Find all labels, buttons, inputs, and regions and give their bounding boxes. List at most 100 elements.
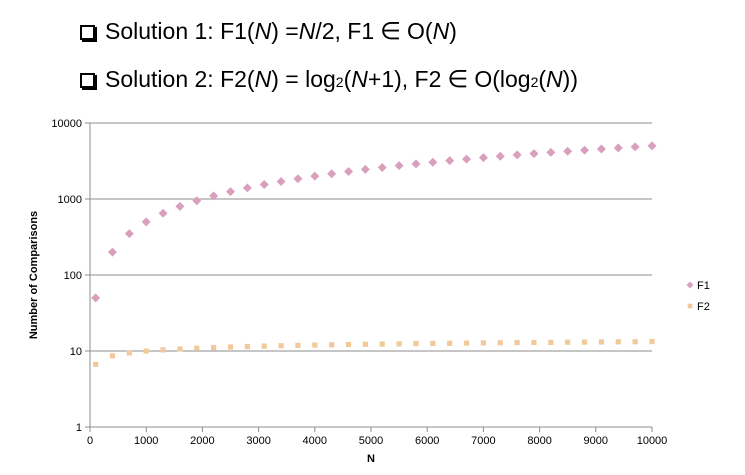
y-tick-label: 10000	[51, 118, 82, 130]
f1-data-point	[428, 157, 438, 167]
f2-data-point	[413, 341, 419, 347]
f2-data-point	[194, 345, 200, 351]
solution-2-line: Solution 2: F2(N) = log 2(N +1), F2 ∈ O(lo…	[80, 65, 578, 93]
f2-data-point	[548, 339, 554, 345]
f1-data-point	[546, 147, 556, 157]
f1-data-point	[462, 154, 472, 164]
f1-data-point	[580, 145, 590, 155]
y-axis-title: Number of Comparisons	[28, 211, 40, 339]
f2-data-point	[227, 344, 234, 350]
f1-data-point	[596, 144, 606, 154]
f1-data-point	[141, 217, 151, 227]
element-of-icon: ∈	[447, 65, 469, 93]
x-tick-label: 10000	[637, 435, 668, 447]
f2-data-point	[160, 347, 166, 353]
f2-data-point	[565, 339, 571, 345]
f1-data-point	[512, 150, 522, 160]
f1-data-point	[563, 146, 573, 156]
f2-data-point	[126, 350, 132, 356]
solution-1-prefix: Solution 1: F1(	[105, 18, 255, 44]
y-tick-label: 1000	[58, 194, 82, 206]
f1-data-point	[91, 293, 101, 303]
x-tick-label: 4000	[303, 435, 327, 447]
checkbox-bullet-icon	[80, 25, 95, 40]
solution-2-var: N	[351, 66, 368, 92]
f2-data-point	[177, 346, 183, 352]
solution-2-prefix: Solution 2: F2(	[105, 66, 255, 92]
x-tick-label: 5000	[359, 435, 383, 447]
f2-data-point	[295, 342, 301, 348]
f1-data-point	[647, 141, 657, 151]
f1-data-point	[192, 196, 202, 206]
f2-data-point	[497, 340, 503, 346]
x-tick-label: 2000	[190, 435, 214, 447]
solution-1-suffix: )	[449, 18, 457, 44]
f1-data-point	[310, 171, 320, 181]
f2-data-point	[143, 348, 149, 354]
f2-data-point	[430, 340, 436, 347]
f2-data-point	[649, 339, 655, 345]
checkbox-bullet-icon	[80, 73, 95, 88]
f2-data-point	[480, 340, 486, 346]
f1-data-point	[360, 164, 370, 174]
y-tick-label: 1	[76, 422, 82, 434]
f1-data-point	[613, 143, 623, 153]
f2-data-point	[598, 339, 605, 345]
solution-2-var: N	[254, 66, 272, 92]
f2-data-point	[379, 341, 385, 347]
f2-data-point	[463, 340, 470, 346]
f1-data-point	[377, 162, 387, 172]
f1-data-point	[529, 149, 539, 159]
f2-data-point	[581, 339, 588, 345]
solution-1-var: N	[432, 18, 450, 44]
f1-data-point	[276, 176, 286, 186]
legend-label: F2	[697, 301, 710, 313]
x-tick-label: 6000	[415, 435, 439, 447]
solution-2-mid: +1), F2	[367, 66, 442, 92]
x-tick-label: 8000	[527, 435, 551, 447]
f1-data-point	[158, 208, 168, 218]
y-tick-label: 10	[70, 346, 82, 358]
f1-data-point	[445, 156, 455, 166]
f2-data-point	[93, 361, 99, 368]
solution-2-mid: (	[343, 66, 352, 92]
f1-data-point	[124, 229, 134, 239]
f2-data-point	[514, 340, 520, 346]
x-tick-label: 9000	[584, 435, 608, 447]
f2-data-point	[244, 343, 250, 350]
f2-data-point	[615, 339, 621, 345]
f2-data-point	[345, 341, 352, 348]
legend-label: F1	[697, 280, 710, 292]
x-tick-label: 1000	[134, 435, 158, 447]
f2-data-point	[632, 339, 638, 345]
solution-2-mid: (	[538, 66, 547, 92]
element-of-icon: ∈	[380, 17, 402, 45]
f2-data-point	[211, 344, 217, 351]
f1-data-point	[293, 174, 303, 184]
f1-data-point	[209, 191, 219, 201]
f2-data-point	[531, 339, 537, 346]
solution-2-suffix: ))	[562, 66, 578, 92]
f1-data-point	[327, 169, 337, 179]
f1-data-point	[630, 142, 640, 152]
y-tick-label: 100	[64, 270, 82, 282]
f2-data-point	[447, 340, 453, 346]
solution-1-mid: O(	[407, 18, 433, 44]
x-tick-label: 0	[87, 435, 93, 447]
solution-2-var: N	[546, 66, 563, 92]
f1-data-point	[411, 159, 421, 169]
solution-1-line: Solution 1: F1(N) = N/2, F1 ∈ O(N)	[80, 17, 457, 45]
solution-1-mid: /2, F1	[315, 18, 375, 44]
f1-data-point	[175, 201, 185, 211]
f1-data-point	[107, 247, 117, 257]
f1-data-point	[259, 180, 269, 190]
solution-2-mid: O(log	[474, 66, 531, 92]
f2-data-point	[362, 341, 368, 347]
x-tick-label: 7000	[471, 435, 495, 447]
f1-data-point	[394, 161, 404, 171]
f1-data-point	[242, 183, 252, 193]
f2-data-point	[396, 341, 402, 347]
f1-data-point	[495, 151, 505, 161]
f2-data-point	[329, 342, 335, 348]
